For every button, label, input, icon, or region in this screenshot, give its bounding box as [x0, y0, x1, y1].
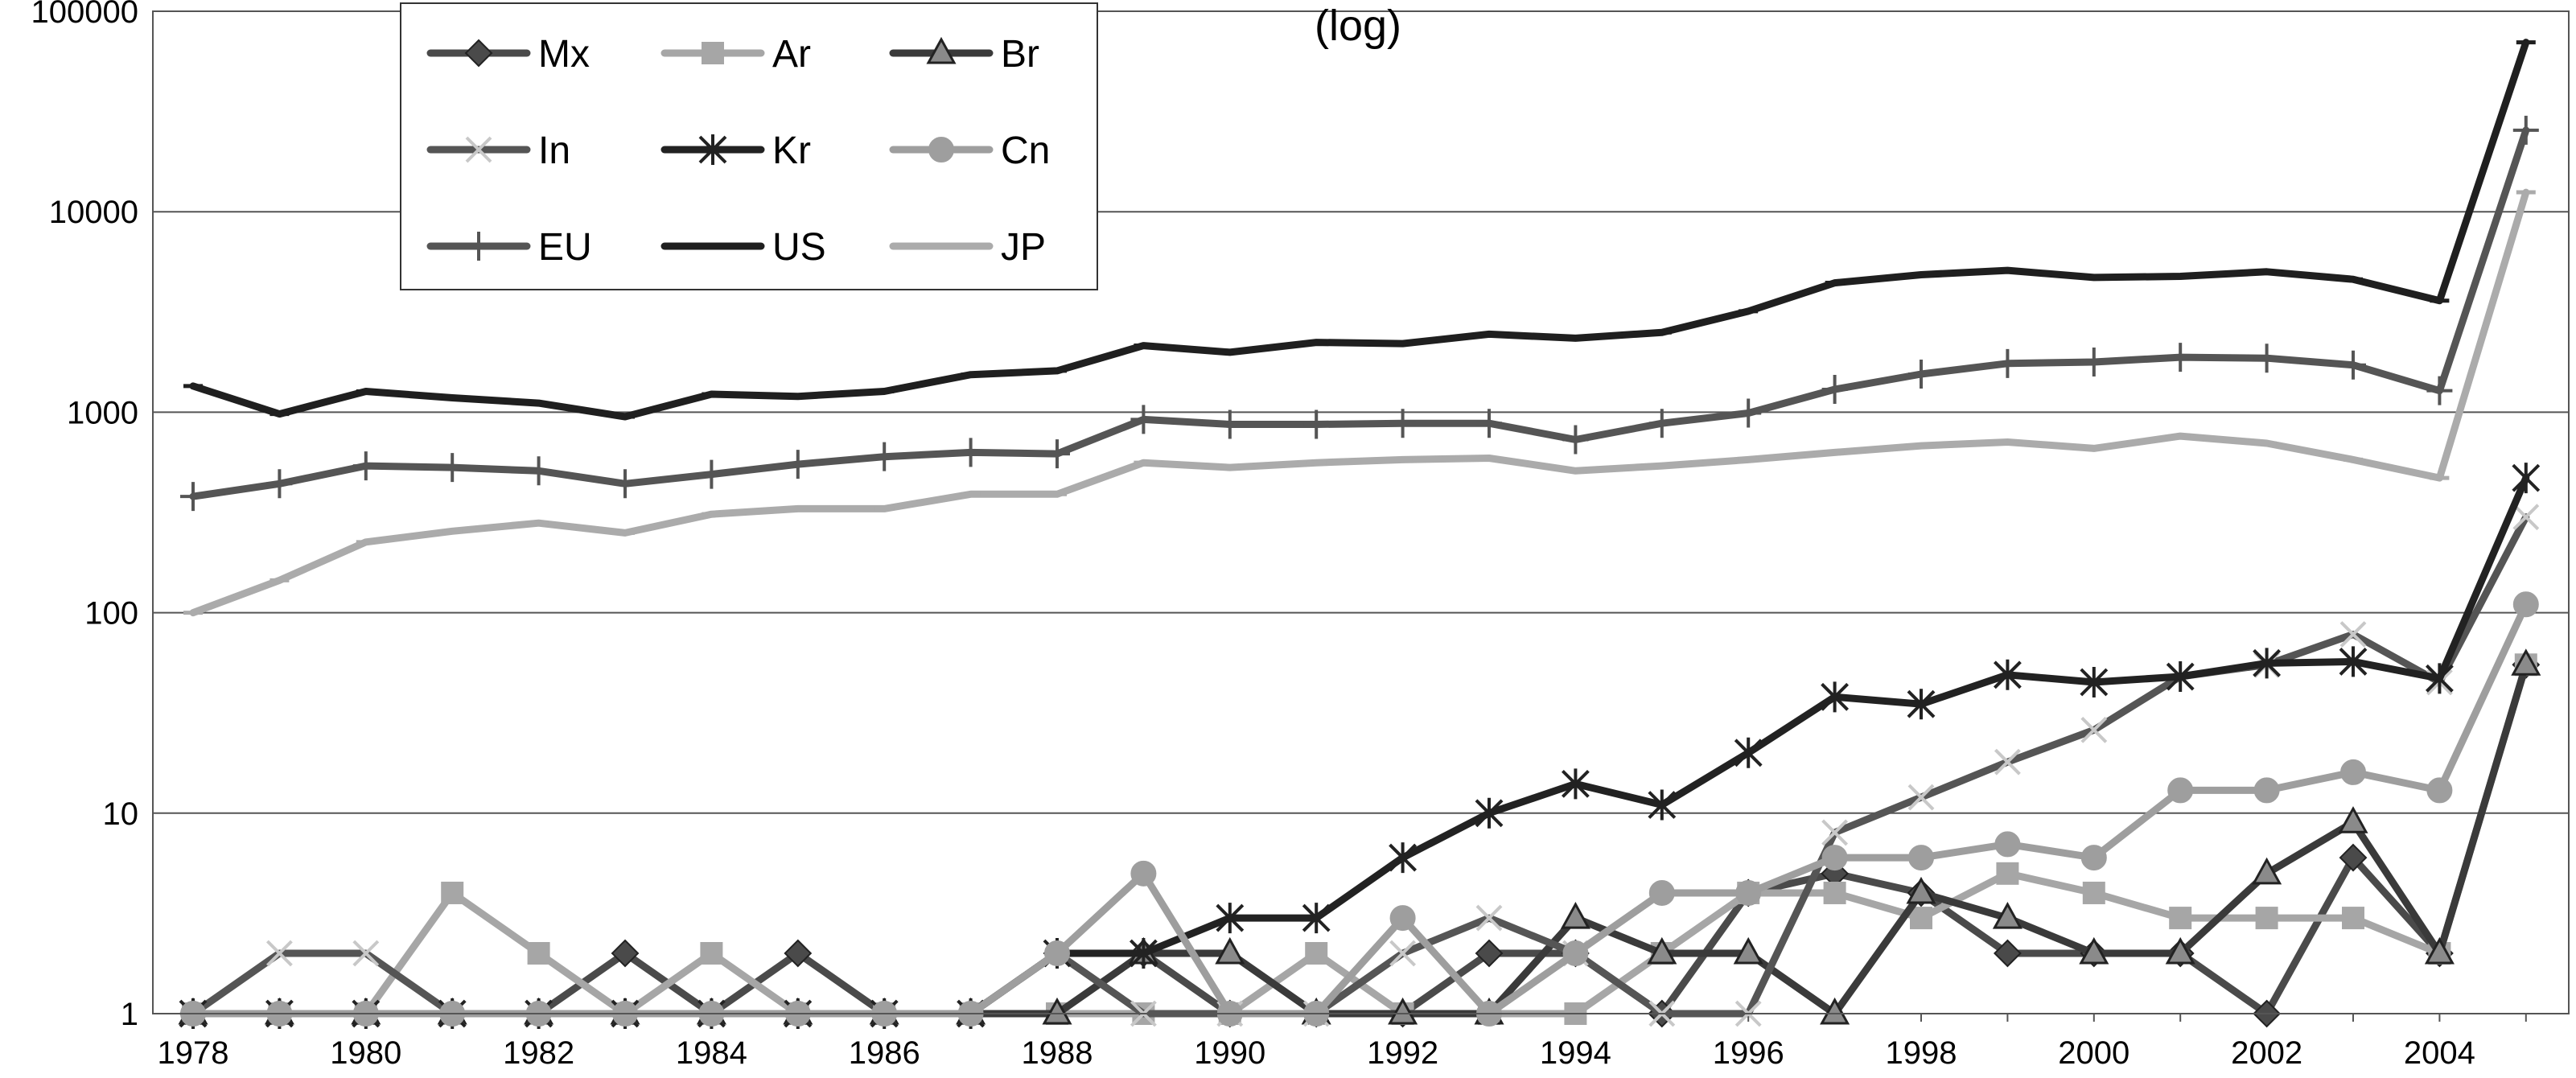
x-tick-label-1984: 1984 [676, 1035, 747, 1071]
point-Ar-1984 [701, 943, 722, 964]
point-Cn-2001 [2168, 778, 2192, 802]
y-tick-label-10: 10 [103, 796, 139, 832]
legend-marker-Ar [702, 43, 723, 64]
point-Ar-1998 [1911, 907, 1932, 928]
legend-label-Mx: Mx [538, 33, 590, 76]
legend-label-In: In [538, 130, 570, 172]
y-tick-label-1000: 1000 [67, 395, 138, 430]
point-Cn-1989 [1131, 862, 1155, 886]
point-Ar-1999 [1997, 863, 2018, 884]
point-Cn-1996 [1736, 881, 1760, 905]
point-Cn-2000 [2082, 846, 2106, 870]
x-tick-label-2000: 2000 [2058, 1035, 2130, 1071]
legend-label-US: US [772, 226, 826, 269]
point-Ar-1981 [442, 883, 463, 903]
legend-label-Br: Br [1001, 33, 1039, 76]
legend-label-JP: JP [1001, 226, 1046, 269]
point-Cn-2002 [2255, 778, 2279, 802]
legend-label-Kr: Kr [772, 130, 811, 172]
x-tick-label-1982: 1982 [503, 1035, 574, 1071]
point-Cn-2004 [2427, 778, 2451, 802]
point-Cn-1992 [1391, 906, 1415, 930]
x-tick-label-1988: 1988 [1022, 1035, 1093, 1071]
chart-title: (log) [1315, 2, 1401, 50]
point-Ar-2001 [2170, 907, 2191, 928]
x-tick-label-1994: 1994 [1540, 1035, 1611, 1071]
point-Cn-1998 [1909, 846, 1933, 870]
point-Ar-1982 [529, 943, 549, 964]
y-tick-label-100000: 100000 [31, 0, 138, 30]
point-Cn-1999 [1995, 832, 2019, 856]
x-axis-ticks: 1978 1980 1982 1984 1986 1988 1990 1992 1994 1996… [158, 1035, 2475, 1071]
legend-label-Cn: Cn [1001, 130, 1050, 172]
y-tick-label-1: 1 [121, 997, 138, 1032]
point-Ar-2002 [2257, 907, 2278, 928]
x-tick-label-1986: 1986 [849, 1035, 920, 1071]
x-tick-label-1978: 1978 [158, 1035, 229, 1071]
x-tick-label-1980: 1980 [330, 1035, 401, 1071]
x-tick-label-1992: 1992 [1367, 1035, 1438, 1071]
x-tick-label-1990: 1990 [1194, 1035, 1265, 1071]
point-Ar-1997 [1825, 883, 1846, 903]
point-Ar-2003 [2343, 907, 2364, 928]
y-tick-label-10000: 10000 [49, 195, 138, 230]
point-Ar-2000 [2084, 883, 2105, 903]
legend-label-Ar: Ar [772, 33, 811, 76]
x-tick-label-2002: 2002 [2231, 1035, 2302, 1071]
point-Cn-1997 [1823, 846, 1847, 870]
y-axis-ticks: 1 10 100 1000 10000 100000 [31, 0, 138, 1032]
x-tick-label-1996: 1996 [1713, 1035, 1784, 1071]
y-tick-label-100: 100 [84, 596, 138, 632]
x-tick-label-1998: 1998 [1886, 1035, 1957, 1071]
x-tick-label-2004: 2004 [2404, 1035, 2475, 1071]
point-Cn-1994 [1563, 941, 1587, 965]
point-Cn-2003 [2341, 760, 2365, 784]
point-Ar-1991 [1306, 943, 1327, 964]
point-Cn-1988 [1045, 941, 1069, 965]
point-Cn-2005 [2514, 592, 2538, 616]
legend-marker-Cn [929, 138, 953, 162]
legend: Mx Ar Br In Kr Cn EU US JP [401, 3, 1097, 290]
point-Cn-1995 [1650, 881, 1674, 905]
legend-label-EU: EU [538, 226, 592, 269]
